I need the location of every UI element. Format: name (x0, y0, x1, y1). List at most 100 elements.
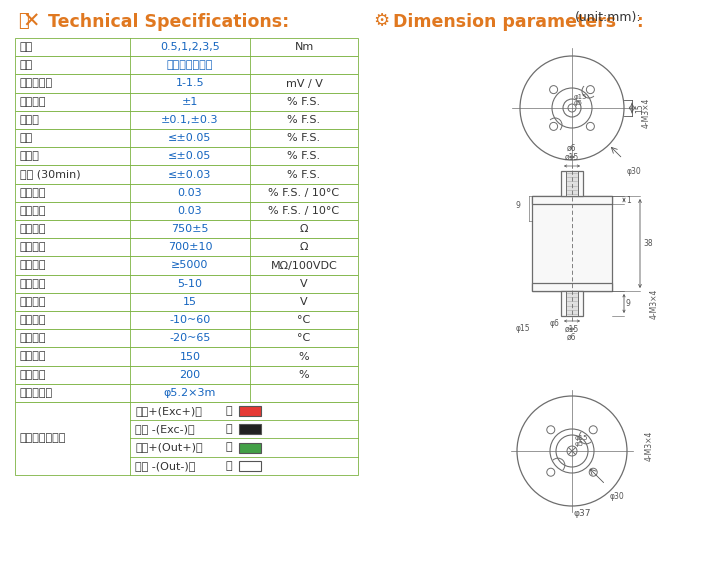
Text: ±1: ±1 (181, 96, 198, 107)
Bar (15, 93, 358, 111)
Bar (239, 406, 261, 416)
Text: φ5: φ5 (575, 441, 584, 447)
Text: ≤±0.03: ≤±0.03 (168, 169, 212, 180)
Text: Technical Specifications:: Technical Specifications: (48, 13, 289, 31)
Text: 极限超载: 极限超载 (20, 370, 46, 380)
Text: 滞后: 滞后 (20, 133, 33, 143)
Bar (15, 329, 358, 347)
Text: 信号 -(Out-)：: 信号 -(Out-)： (135, 461, 195, 471)
Bar (532, 283, 612, 291)
Text: 量程: 量程 (20, 42, 33, 52)
Bar (15, 183, 358, 202)
Text: % F.S. / 10°C: % F.S. / 10°C (268, 206, 340, 216)
Text: MΩ/100VDC: MΩ/100VDC (270, 260, 338, 270)
Bar (239, 424, 261, 434)
Text: 使用电压: 使用电压 (20, 279, 46, 289)
Bar (15, 202, 358, 220)
Bar (15, 111, 358, 129)
Text: φ15: φ15 (575, 435, 589, 441)
Text: Ω: Ω (300, 242, 308, 252)
Bar (15, 256, 358, 274)
Text: 1-1.5: 1-1.5 (176, 79, 205, 89)
Text: 1: 1 (626, 195, 630, 205)
Bar (15, 38, 358, 56)
Text: V: V (300, 279, 308, 289)
Bar (15, 165, 358, 183)
Text: ⚙: ⚙ (373, 12, 389, 30)
Text: % F.S.: % F.S. (288, 133, 320, 143)
Text: °C: °C (297, 315, 311, 325)
Text: V: V (300, 297, 308, 307)
Text: Nm: Nm (294, 42, 314, 52)
Text: 15: 15 (183, 297, 197, 307)
Text: 9: 9 (515, 200, 520, 209)
Text: φ30: φ30 (609, 491, 624, 500)
Text: Ω: Ω (300, 224, 308, 234)
Text: 750±5: 750±5 (171, 224, 209, 234)
Text: 蠕变 (30min): 蠕变 (30min) (20, 169, 81, 180)
Text: 不锈钢或合金钢: 不锈钢或合金钢 (167, 60, 213, 70)
Text: mV / V: mV / V (286, 79, 322, 89)
Bar (15, 220, 358, 238)
Text: ø6: ø6 (568, 144, 577, 153)
Text: ±0.1,±0.3: ±0.1,±0.3 (161, 115, 219, 125)
Text: 700±10: 700±10 (168, 242, 213, 252)
Text: 非线性: 非线性 (20, 115, 40, 125)
Text: 绝缘电阻: 绝缘电阻 (20, 260, 46, 270)
Text: % F.S.: % F.S. (288, 169, 320, 180)
Text: ø6: ø6 (568, 333, 577, 342)
Text: ø15: ø15 (565, 325, 579, 334)
Text: :: : (636, 13, 643, 31)
Text: Dimension parameters: Dimension parameters (393, 13, 616, 31)
Text: -20~65: -20~65 (169, 333, 210, 343)
Text: φ6: φ6 (549, 319, 559, 328)
Text: 输入电阻: 输入电阻 (20, 224, 46, 234)
Text: 15: 15 (635, 103, 644, 113)
Bar (15, 147, 358, 165)
Text: φ15: φ15 (574, 94, 588, 100)
Text: % F.S.: % F.S. (288, 96, 320, 107)
Bar (15, 311, 358, 329)
Text: φ15: φ15 (515, 324, 530, 333)
Bar (15, 293, 358, 311)
Text: ≤±0.05: ≤±0.05 (168, 151, 212, 162)
Text: %: % (299, 370, 309, 380)
Bar (15, 274, 358, 293)
Text: 工作温度: 工作温度 (20, 333, 46, 343)
Text: ≥5000: ≥5000 (171, 260, 209, 270)
Text: 150: 150 (179, 352, 200, 361)
Bar (15, 129, 358, 147)
Bar (15, 75, 358, 93)
Bar (15, 238, 358, 256)
Text: 材质: 材质 (20, 60, 33, 70)
Text: φ5.2×3m: φ5.2×3m (164, 388, 216, 398)
Text: 电缆线尺寸: 电缆线尺寸 (20, 388, 53, 398)
Text: 零点输出: 零点输出 (20, 96, 46, 107)
Text: 白: 白 (225, 461, 231, 471)
Text: 激励 -(Exc-)：: 激励 -(Exc-)： (135, 424, 194, 434)
Text: 输出灵敏度: 输出灵敏度 (20, 79, 53, 89)
Text: φ37: φ37 (574, 509, 591, 518)
Text: 9: 9 (626, 299, 631, 308)
Text: 绿: 绿 (225, 443, 231, 453)
Bar (239, 443, 261, 453)
Text: φ5: φ5 (574, 100, 583, 106)
Text: 0.03: 0.03 (178, 206, 202, 216)
Bar (15, 56, 358, 75)
Bar (532, 196, 612, 291)
Text: 200: 200 (179, 370, 200, 380)
Text: ø15: ø15 (565, 153, 579, 162)
Bar (15, 347, 358, 366)
Text: 电缆线连接方式: 电缆线连接方式 (20, 434, 67, 443)
Text: ✕: ✕ (22, 12, 40, 32)
Text: 4-M3×4: 4-M3×4 (641, 98, 651, 128)
Text: 红: 红 (225, 406, 231, 416)
Text: 4-M3×4: 4-M3×4 (644, 431, 654, 461)
Text: 灵敏温漂: 灵敏温漂 (20, 188, 46, 197)
Text: -10~60: -10~60 (169, 315, 210, 325)
Bar (566, 291, 578, 316)
Text: 最大电压: 最大电压 (20, 297, 46, 307)
Bar (15, 366, 358, 384)
Bar (15, 402, 358, 475)
Bar (561, 291, 583, 316)
